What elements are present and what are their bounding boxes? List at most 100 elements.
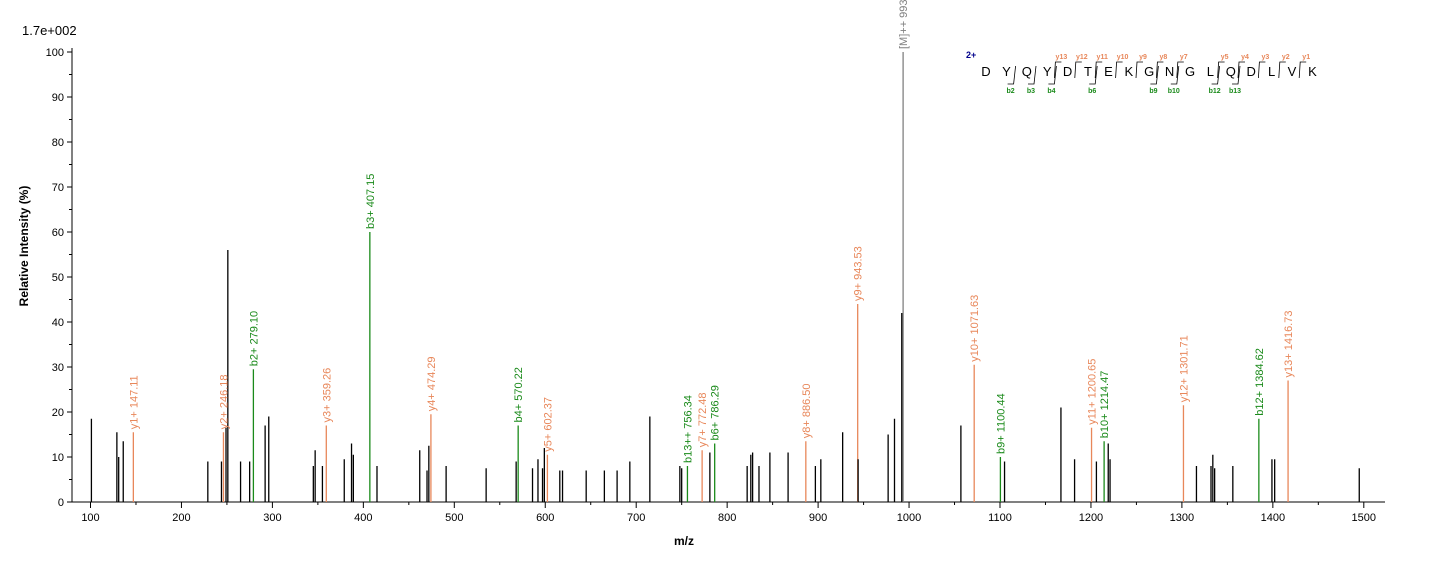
peak-label: y1+ 147.11 xyxy=(128,375,140,429)
x-tick-label: 300 xyxy=(263,512,281,524)
sequence-residue: K xyxy=(1308,64,1317,79)
y-ion-bracket xyxy=(1094,61,1103,79)
b-ion-marker: b6 xyxy=(1088,88,1096,95)
x-tick-label: 400 xyxy=(354,512,372,524)
y-ion-bracket xyxy=(1258,61,1266,79)
b-ion-bracket xyxy=(1232,65,1241,85)
y-tick-label: 40 xyxy=(52,317,64,329)
peak-label: y11+ 1200.65 xyxy=(1087,359,1099,425)
b-ion-bracket xyxy=(1048,65,1057,85)
peak-label: y7+ 772.48 xyxy=(697,393,709,448)
x-axis-title: m/z xyxy=(674,534,694,548)
x-tick-label: 700 xyxy=(627,512,645,524)
sequence-residue: Y xyxy=(1043,64,1052,79)
b-ion-marker: b10 xyxy=(1168,88,1180,95)
b-ion-bracket xyxy=(1028,65,1037,85)
y-ion-bracket xyxy=(1074,61,1082,79)
x-tick-label: 1400 xyxy=(1261,512,1285,524)
peak-label: y12+ 1301.71 xyxy=(1178,335,1190,402)
y-ion-bracket xyxy=(1217,61,1225,79)
y-ion-bracket xyxy=(1176,61,1184,79)
sequence-residue: G xyxy=(1185,64,1195,79)
sequence-charge: 2+ xyxy=(966,50,976,60)
y-ion-marker: y10 xyxy=(1117,54,1129,61)
y-tick-label: 0 xyxy=(58,497,64,509)
sequence-residue: Y xyxy=(1002,64,1011,79)
b-ion-bracket xyxy=(1007,65,1016,85)
x-tick-label: 500 xyxy=(445,512,463,524)
x-axis: 100 200 300 400 500 600 700 800 900 1000 1100 1200 1… xyxy=(72,501,1385,524)
y-ion-marker: y13 xyxy=(1056,54,1068,61)
peak-label: y4+ 474.29 xyxy=(426,357,438,412)
y-ion-bracket xyxy=(1278,61,1286,79)
sequence-residue: K xyxy=(1124,64,1133,79)
peak-label: b2+ 279.10 xyxy=(248,311,260,366)
peak-label: b13++ 756.34 xyxy=(682,395,694,463)
y-tick-label: 30 xyxy=(52,362,64,374)
y-tick-label: 80 xyxy=(52,137,64,149)
peak-bars xyxy=(90,52,1360,502)
sequence-residue: D xyxy=(981,64,990,79)
sequence-residue: L xyxy=(1268,64,1275,79)
b-ion-bracket xyxy=(1089,65,1098,85)
y-tick-label: 100 xyxy=(46,47,64,59)
y-axis-title: Relative Intensity (%) xyxy=(17,186,31,307)
b-ion-bracket xyxy=(1150,65,1159,85)
b-ion-marker: b3 xyxy=(1027,88,1035,95)
sequence-residue: Q xyxy=(1022,64,1032,79)
y-ion-marker: y2 xyxy=(1282,54,1290,61)
y-ion-bracket xyxy=(1054,61,1062,79)
y-tick-label: 10 xyxy=(52,452,64,464)
intensity-scale-label: 1.7e+002 xyxy=(22,23,77,38)
peak-label: b12+ 1384.62 xyxy=(1254,348,1266,416)
peak-label: y8+ 886.50 xyxy=(801,384,813,439)
y-tick-label: 90 xyxy=(52,92,64,104)
x-tick-label: 600 xyxy=(536,512,554,524)
y-tick-label: 60 xyxy=(52,227,64,239)
y-ion-bracket xyxy=(1156,61,1164,79)
x-tick-label: 900 xyxy=(809,512,827,524)
peak-label: y5+ 602.37 xyxy=(542,397,554,452)
peak-label: b10+ 1214.47 xyxy=(1099,371,1111,439)
peak-label: b6+ 786.29 xyxy=(710,385,722,440)
y-ion-marker: y1 xyxy=(1302,54,1310,61)
x-tick-label: 1200 xyxy=(1079,512,1103,524)
y-ion-marker: y4 xyxy=(1241,54,1249,61)
sequence-residue: D xyxy=(1247,64,1256,79)
y-ion-bracket xyxy=(1115,61,1123,79)
b-ion-marker: b13 xyxy=(1229,88,1241,95)
y-ion-bracket xyxy=(1237,61,1245,79)
y-ion-bracket xyxy=(1135,61,1143,79)
y-ion-marker: y12 xyxy=(1076,54,1088,61)
sequence-residue: D xyxy=(1063,64,1072,79)
peak-label: y10+ 1071.63 xyxy=(969,295,981,362)
x-tick-label: 800 xyxy=(718,512,736,524)
y-tick-label: 70 xyxy=(52,182,64,194)
sequence-residue: L xyxy=(1207,64,1214,79)
y-ion-marker: y5 xyxy=(1221,54,1229,61)
peak-label: b9+ 1100.44 xyxy=(995,393,1007,454)
x-tick-label: 200 xyxy=(172,512,190,524)
x-tick-label: 1100 xyxy=(988,512,1012,524)
x-tick-label: 1500 xyxy=(1352,512,1376,524)
y-ion-marker: y9 xyxy=(1139,54,1147,61)
b-ion-marker: b9 xyxy=(1149,88,1157,95)
y-ion-marker: y7 xyxy=(1180,54,1188,61)
peak-label: y3+ 359.26 xyxy=(321,368,333,423)
peak-label: b3+ 407.15 xyxy=(365,174,377,229)
peak-label: [M]++ 993.46 xyxy=(898,0,910,49)
sequence-residue: N xyxy=(1165,64,1174,79)
b-ion-bracket xyxy=(1170,65,1180,85)
b-ion-marker: b4 xyxy=(1047,88,1055,95)
peak-label: b4+ 570.22 xyxy=(513,367,525,422)
y-ion-marker: y8 xyxy=(1160,54,1168,61)
x-tick-label: 1300 xyxy=(1170,512,1194,524)
y-ion-bracket xyxy=(1298,61,1307,79)
sequence-residue: E xyxy=(1104,64,1113,79)
y-ion-marker: y11 xyxy=(1097,54,1108,61)
peak-labels: y1+ 147.11 y2+ 246.18 b2+ 279.10 y3+ 359.26… xyxy=(128,0,1295,463)
b-ion-marker: b2 xyxy=(1007,88,1015,95)
peak-label: y2+ 246.18 xyxy=(218,375,230,430)
